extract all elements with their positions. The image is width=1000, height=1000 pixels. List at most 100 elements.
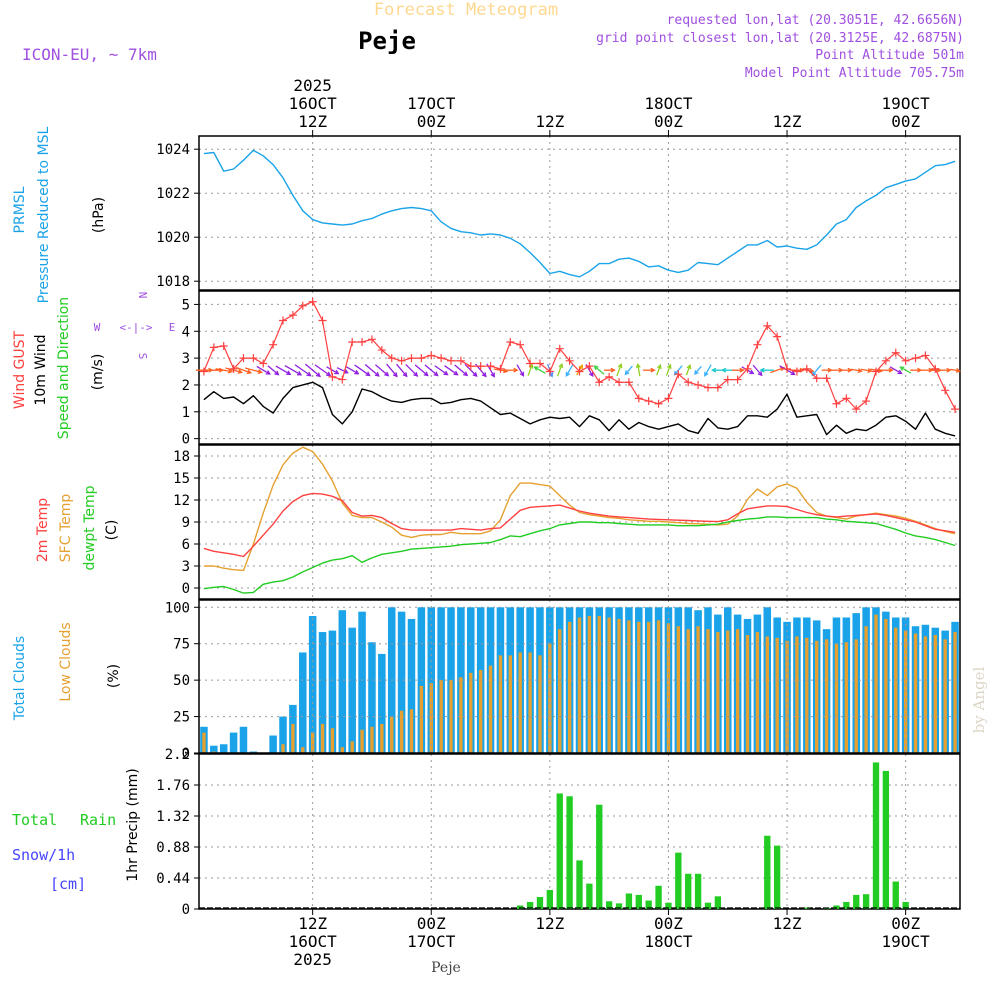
- low-cloud-bar: [676, 626, 681, 753]
- wind-arrow-head: [757, 371, 763, 377]
- total-cloud-bar: [269, 735, 277, 753]
- low-cloud-bar: [765, 636, 769, 753]
- y-tick-label: 5: [182, 297, 190, 313]
- total-cloud-bar: [328, 630, 337, 753]
- y-tick-label: 1020: [156, 230, 190, 246]
- x-tick-label-bottom: 00Z: [891, 914, 920, 933]
- wind-arrow: [275, 365, 291, 375]
- x-tick-label-bottom: 12Z: [535, 914, 564, 933]
- rain-bar: [862, 894, 870, 909]
- wind-arrow-head: [315, 372, 321, 378]
- wind-arrow: [284, 364, 302, 376]
- rain-bar: [615, 903, 623, 909]
- low-cloud-bar: [864, 626, 868, 753]
- precip-panel: 0 0.44 0.88 1.32 1.76 2.2: [156, 747, 961, 918]
- rain-bar: [902, 901, 909, 909]
- gust-point: [417, 354, 426, 363]
- clouds-panel: 0 25 50 75 100: [165, 599, 961, 762]
- total-cloud-bar: [397, 611, 406, 753]
- low-cloud-bar: [469, 672, 473, 753]
- total-cloud-bar: [338, 610, 347, 753]
- rain-bar: [833, 905, 840, 909]
- wind-arrow-head: [533, 366, 539, 371]
- y-tick-label: 1018: [156, 274, 190, 290]
- y-tick-label: 1.32: [156, 809, 190, 825]
- low-cloud-bar: [567, 621, 572, 753]
- total-cloud-bar: [229, 732, 238, 753]
- panel-frame: [198, 290, 961, 445]
- gust-point: [328, 372, 337, 381]
- wind-arrow: [665, 364, 671, 376]
- x-tick-label-bottom: 17OCT: [407, 932, 456, 951]
- low-cloud-bar: [854, 639, 858, 753]
- y-tick-label: 1024: [156, 142, 190, 158]
- x-tick-label-bottom: 16OCT: [289, 932, 338, 951]
- dewpt-temp-line: [203, 516, 956, 594]
- low-cloud-bar: [429, 683, 433, 753]
- wind-arrow-head: [384, 371, 390, 377]
- wind-arrow-head: [711, 367, 717, 373]
- temp-label-unit: (C): [104, 520, 120, 541]
- gust-point: [664, 394, 673, 403]
- gust-point: [279, 316, 288, 325]
- wind-arrow-head: [624, 370, 630, 376]
- wind-arrow: [527, 364, 533, 376]
- pressure-line: [203, 149, 956, 278]
- low-cloud-bar: [548, 643, 552, 753]
- gust-point: [358, 338, 367, 346]
- gust-point: [694, 380, 703, 389]
- temp-label-dewpt: dewpt Temp: [82, 485, 98, 570]
- total-cloud-bar: [299, 652, 307, 753]
- precip-label-unit: 1hr Precip (mm): [125, 768, 141, 881]
- gust-point: [308, 297, 317, 306]
- gust-point: [654, 399, 663, 408]
- gust-point: [634, 394, 643, 403]
- wind-arrow-head: [274, 370, 280, 376]
- y-tick-label: 15: [173, 471, 190, 487]
- gust-point: [832, 399, 841, 408]
- gust-point: [842, 394, 851, 403]
- gust-point: [269, 340, 278, 349]
- gust-point: [881, 356, 890, 365]
- wind-arrow-head: [847, 367, 853, 373]
- wind-arrow-head: [694, 369, 699, 376]
- x-tick-label-top: 00Z: [417, 112, 446, 131]
- wind-arrow-head: [578, 364, 583, 370]
- rain-bar: [635, 894, 642, 909]
- wind-arrow-head: [472, 371, 478, 377]
- compass-south: S: [136, 353, 149, 360]
- panel-frame: [198, 135, 961, 291]
- wind-arrow-head: [565, 371, 571, 377]
- low-cloud-bar: [360, 729, 364, 753]
- wind-arrow-head: [686, 363, 692, 370]
- wind-arrow: [405, 363, 418, 377]
- wind-arrow-head: [490, 372, 495, 378]
- total-cloud-bar: [437, 607, 445, 753]
- y-tick-label: 1022: [156, 186, 190, 202]
- gust-point: [674, 370, 683, 379]
- wind-arrow: [424, 364, 438, 376]
- wind-arrow: [950, 368, 960, 372]
- x-tick-label-top: 16OCT: [289, 94, 338, 113]
- rain-bar: [566, 796, 573, 909]
- y-tick-label: 4: [182, 324, 190, 340]
- wind-arrow-head: [666, 363, 672, 369]
- x-tick-label-bottom: 00Z: [654, 914, 683, 933]
- total-cloud-bar: [368, 642, 376, 753]
- wind-arrow: [516, 364, 524, 377]
- wind-arrow-head: [443, 370, 449, 376]
- gust-point: [733, 375, 742, 384]
- wind-arrow-head: [343, 369, 349, 374]
- wind-speed-line: [203, 381, 956, 437]
- gust-point: [684, 378, 693, 387]
- app-title: Forecast Meteogram: [374, 0, 558, 20]
- low-cloud-bar: [933, 634, 937, 753]
- clouds-label-total: Total Clouds: [12, 636, 28, 721]
- gust-point: [901, 356, 910, 365]
- compass-east: E: [169, 321, 176, 334]
- low-cloud-bar: [805, 637, 809, 753]
- wind-arrow: [565, 364, 574, 377]
- low-cloud-bar: [617, 618, 621, 753]
- total-cloud-bar: [219, 744, 228, 753]
- gust-point: [466, 362, 475, 371]
